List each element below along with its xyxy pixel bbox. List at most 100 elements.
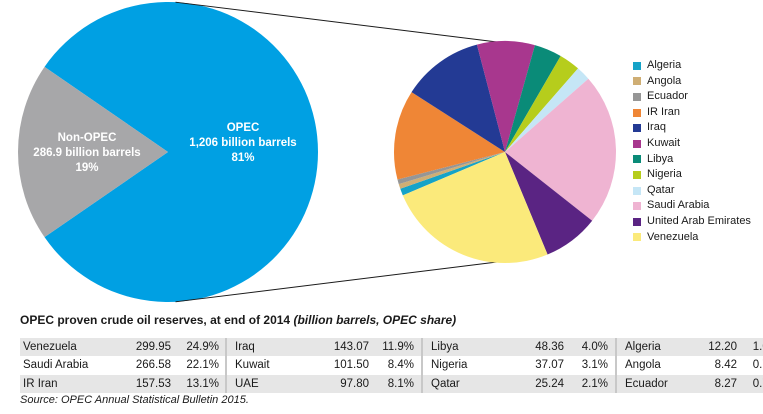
cell-value: 25.24 xyxy=(535,377,564,390)
table-row: Ecuador 8.27 0.7% xyxy=(617,374,763,393)
cell-value: 266.58 xyxy=(135,359,171,372)
legend-label: Ecuador xyxy=(647,90,688,103)
cell-share: 8.1% xyxy=(387,377,414,390)
cell-country: Iraq xyxy=(235,340,255,353)
cell-country: IR Iran xyxy=(23,377,58,390)
legend-item-ir-iran: IR Iran xyxy=(633,105,751,121)
legend-swatch xyxy=(633,217,641,226)
legend-item-saudi-arabia: Saudi Arabia xyxy=(633,198,751,214)
slice-nigeria xyxy=(505,55,579,152)
legend-swatch xyxy=(633,139,641,148)
table-group: Libya 48.36 4.0% Nigeria 37.07 3.1% Qatar 25.24… xyxy=(421,338,615,393)
cell-country: Ecuador xyxy=(625,377,668,390)
legend-item-nigeria: Nigeria xyxy=(633,167,751,183)
legend-item-libya: Libya xyxy=(633,152,751,168)
opec-pie-labels: OPEC 1,206 billion barrels 81% Non-OPEC 286.… xyxy=(33,122,296,174)
cell-share: 0.7% xyxy=(752,359,763,372)
legend-label: Venezuela xyxy=(647,230,699,243)
slice-opec xyxy=(44,2,319,303)
connector-bottom xyxy=(175,261,498,303)
legend-swatch xyxy=(633,186,641,195)
table-row: IR Iran 157.53 13.1% xyxy=(20,374,225,393)
legend-swatch xyxy=(633,170,641,179)
pie-share-opec: 81% xyxy=(231,152,254,164)
table-row: Nigeria 37.07 3.1% xyxy=(423,355,615,375)
legend-item-algeria: Algeria xyxy=(633,58,751,74)
slice-ecuador xyxy=(397,152,505,185)
table-title: OPEC proven crude oil reserves, at end o… xyxy=(20,313,456,327)
cell-value: 8.27 xyxy=(714,377,737,390)
legend-swatch xyxy=(633,124,641,133)
cell-country: Nigeria xyxy=(431,359,468,372)
legend-swatch xyxy=(633,77,641,86)
table-title-units: (billion barrels, OPEC share) xyxy=(293,313,457,327)
table-row: Libya 48.36 4.0% xyxy=(423,338,615,356)
pie-value-non-opec: 286.9 billion barrels xyxy=(33,147,140,159)
table-row: Algeria 12.20 1.0% xyxy=(617,338,763,356)
table-row: Venezuela 299.95 24.9% xyxy=(20,338,225,356)
legend-swatch xyxy=(633,92,641,101)
cell-country: Kuwait xyxy=(235,359,270,372)
legend-item-kuwait: Kuwait xyxy=(633,136,751,152)
legend-swatch xyxy=(633,155,641,164)
table-row: Angola 8.42 0.7% xyxy=(617,355,763,375)
pie-label-opec: OPEC xyxy=(227,122,260,134)
cell-value: 157.53 xyxy=(135,377,171,390)
cell-value: 299.95 xyxy=(135,340,171,353)
cell-country: UAE xyxy=(235,377,259,390)
cell-value: 143.07 xyxy=(333,340,369,353)
legend-item-iraq: Iraq xyxy=(633,120,751,136)
slice-non-opec xyxy=(18,66,169,238)
reserves-table: Venezuela 299.95 24.9% Saudi Arabia 266.58 22… xyxy=(20,338,763,393)
slice-algeria xyxy=(400,152,505,196)
cell-share: 4.0% xyxy=(581,340,608,353)
pie-value-opec: 1,206 billion barrels xyxy=(189,137,296,149)
legend-swatch xyxy=(633,233,641,242)
cell-value: 12.20 xyxy=(708,340,737,353)
slice-iraq xyxy=(411,44,505,152)
slice-saudi-arabia xyxy=(505,78,617,221)
legend-label: Iraq xyxy=(647,121,666,134)
table-row: Iraq 143.07 11.9% xyxy=(227,338,421,356)
legend-label: United Arab Emirates xyxy=(647,214,751,227)
table-group: Iraq 143.07 11.9% Kuwait 101.50 8.4% UAE 97.80 8… xyxy=(225,338,421,393)
cell-value: 101.50 xyxy=(333,359,369,372)
cell-share: 24.9% xyxy=(186,340,219,353)
opec-country-pie xyxy=(394,41,617,264)
legend-label: Nigeria xyxy=(647,168,682,181)
cell-share: 11.9% xyxy=(382,340,414,353)
cell-share: 22.1% xyxy=(186,359,219,372)
cell-country: Algeria xyxy=(625,340,661,353)
slice-libya xyxy=(505,45,561,153)
legend-item-qatar: Qatar xyxy=(633,183,751,199)
cell-share: 0.7% xyxy=(752,377,763,390)
cell-country: Qatar xyxy=(431,377,460,390)
legend-label: IR Iran xyxy=(647,105,681,118)
slice-ir-iran xyxy=(394,92,505,180)
slice-venezuela xyxy=(402,152,548,264)
table-group: Venezuela 299.95 24.9% Saudi Arabia 266.58 22… xyxy=(20,338,225,393)
slice-united-arab-emirates xyxy=(505,152,593,255)
legend-label: Algeria xyxy=(647,59,682,71)
legend-swatch xyxy=(633,202,641,211)
cell-value: 48.36 xyxy=(535,340,564,353)
legend-item-angola: Angola xyxy=(633,74,751,90)
cell-value: 37.07 xyxy=(535,359,564,372)
cell-share: 1.0% xyxy=(752,340,763,353)
legend-swatch xyxy=(633,108,641,117)
table-row: UAE 97.80 8.1% xyxy=(227,374,421,393)
table-title-text: OPEC proven crude oil reserves, at end o… xyxy=(20,313,291,327)
legend-label: Libya xyxy=(647,152,674,165)
cell-country: Venezuela xyxy=(23,340,77,353)
cell-value: 8.42 xyxy=(714,359,737,372)
legend-swatch xyxy=(633,61,641,70)
cell-share: 3.1% xyxy=(581,359,608,372)
pie-share-non-opec: 19% xyxy=(75,162,98,174)
country-legend: Algeria Angola Ecuador IR Iran Iraq Kuwait Lib… xyxy=(633,58,751,245)
slice-angola xyxy=(398,152,505,189)
cell-country: Saudi Arabia xyxy=(23,359,89,372)
cell-value: 97.80 xyxy=(340,377,369,390)
pie-charts: OPEC 1,206 billion barrels 81% Non-OPEC 286.… xyxy=(18,1,617,303)
slice-qatar xyxy=(505,68,589,152)
legend-item-ecuador: Ecuador xyxy=(633,89,751,105)
